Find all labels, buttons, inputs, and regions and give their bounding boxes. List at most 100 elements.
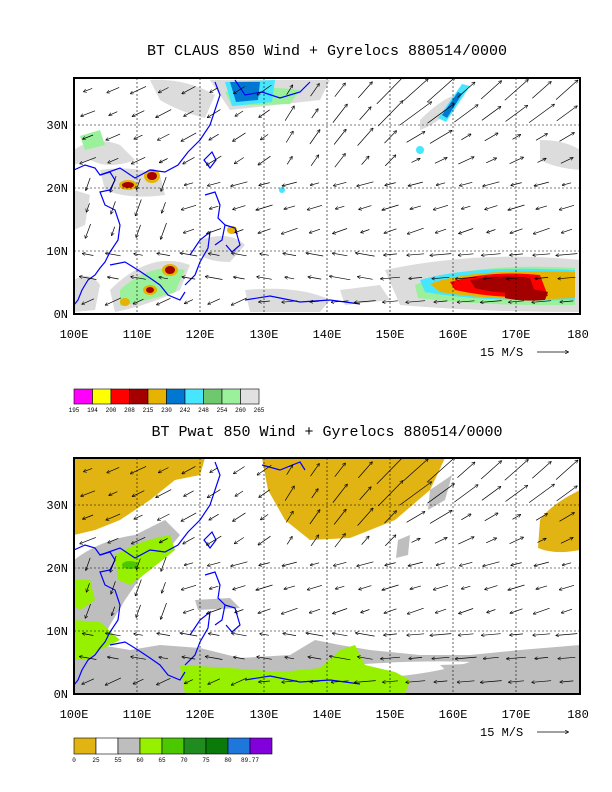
wind-vector: [384, 131, 397, 144]
wind-vector: [209, 254, 220, 256]
lat-tick-label: 30N: [46, 499, 68, 513]
wind-vector: [208, 298, 221, 304]
wind-vector: [233, 512, 246, 521]
wind-vector: [406, 301, 426, 303]
wind-vector: [534, 607, 550, 614]
colorbar-label: 260: [235, 407, 246, 414]
wind-vector: [361, 156, 369, 165]
lon-tick-label: 130E: [250, 328, 279, 342]
wind-vector: [259, 109, 270, 117]
wind-vector: [330, 276, 351, 281]
wind-vector: [209, 133, 219, 140]
wind-vector: [185, 679, 194, 684]
wind-vector: [510, 228, 523, 233]
wind-vector: [136, 199, 142, 216]
wind-vector: [377, 481, 402, 507]
wind-vector: [259, 562, 270, 566]
wind-vector: [536, 205, 548, 209]
wind-vector: [437, 182, 446, 185]
wind-vector: [484, 513, 498, 522]
wind-vector: [210, 585, 219, 589]
wind-vector: [399, 102, 431, 126]
wind-vector: [309, 130, 320, 145]
lon-tick-label: 140E: [313, 708, 342, 722]
lat-tick-label: 10N: [46, 245, 68, 259]
wind-vector: [131, 657, 146, 660]
wind-vector: [409, 277, 423, 278]
wind-vector: [384, 511, 397, 524]
wind-vector: [259, 301, 270, 302]
wind-vector: [310, 464, 320, 477]
wind-vector: [108, 657, 119, 660]
colorbar-label: 248: [198, 407, 209, 414]
wind-vector: [285, 277, 295, 279]
wind-vector: [233, 132, 246, 141]
wind-vector: [83, 634, 94, 636]
lon-tick-label: 110E: [123, 708, 152, 722]
wind-vector: [461, 134, 470, 141]
colorbar-swatch: [183, 737, 207, 755]
wind-vector: [81, 490, 96, 496]
wind-vector: [485, 205, 498, 210]
wind-vector: [384, 535, 395, 547]
wind-vector: [333, 253, 348, 257]
lon-tick-label: 160E: [439, 708, 468, 722]
wind-vector: [159, 87, 169, 93]
wind-vector: [507, 277, 526, 279]
wind-vector: [356, 633, 375, 637]
colorbar-label: 60: [136, 757, 144, 764]
wind-vector: [82, 678, 95, 684]
wind-vector: [481, 487, 501, 501]
wind-vector: [427, 484, 455, 504]
wind-vector: [504, 80, 528, 101]
wind-vector: [234, 466, 245, 474]
wind-vector: [107, 467, 120, 472]
wind-vector: [411, 539, 420, 543]
wind-vector: [159, 277, 169, 279]
colorbar: 195 194 200 208 215 230 242 248 254 260 265: [69, 388, 265, 414]
wind-vector: [111, 201, 116, 213]
wind-vector: [137, 558, 141, 569]
colorbar-swatch: [184, 388, 204, 405]
wind-vector: [361, 609, 370, 613]
wind-vector: [332, 484, 347, 503]
wind-vector: [528, 484, 554, 503]
colorbar-swatch: [240, 388, 260, 405]
wind-vector: [85, 223, 91, 238]
wind-vector: [356, 253, 375, 257]
wind-vector: [357, 181, 374, 186]
wind-vector: [403, 459, 428, 482]
colorbar-label: 70: [180, 757, 188, 764]
lon-tick-label: 100E: [60, 328, 89, 342]
wind-vector: [408, 181, 423, 186]
wind-vector: [106, 633, 121, 637]
wind-vector: [235, 110, 244, 116]
wind-vector: [382, 204, 399, 210]
wind-vector: [532, 681, 552, 683]
wind-vector: [458, 301, 475, 302]
wind-vector: [310, 155, 318, 167]
wind-vector: [332, 681, 349, 682]
wind-vector: [510, 608, 523, 613]
lon-tick-label: 120E: [186, 708, 215, 722]
wind-vector: [80, 537, 97, 543]
wind-vector: [233, 585, 246, 590]
lon-tick-label: 100E: [60, 708, 89, 722]
colorbar-swatch: [203, 388, 223, 405]
lat-lon-grid: [74, 78, 580, 314]
wind-vector: [403, 79, 428, 102]
wind-vector: [384, 254, 397, 255]
wind-vector: [284, 585, 296, 589]
wind-vector: [357, 508, 373, 526]
wind-vector: [184, 110, 194, 116]
wind-vector: [482, 634, 501, 636]
wind-vector: [485, 585, 498, 590]
wind-vector: [284, 106, 294, 121]
wind-vector: [462, 205, 471, 209]
panel-title: BT Pwat 850 Wind + Gyrelocs 880514/0000: [151, 424, 502, 441]
wind-vector: [108, 277, 119, 280]
wind-vector: [181, 132, 197, 141]
wind-vector: [430, 253, 452, 256]
wind-vector: [207, 535, 222, 545]
wind-vector: [559, 513, 575, 522]
